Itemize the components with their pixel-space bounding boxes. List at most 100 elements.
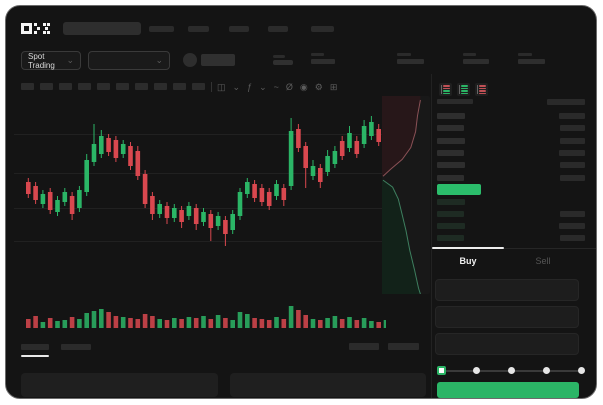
book-bids-icon[interactable]	[457, 83, 470, 96]
timeframe-button-10[interactable]	[192, 83, 205, 90]
chevron-down-icon[interactable]: ⌄	[259, 81, 267, 92]
chart-bottom-label-1	[349, 343, 379, 350]
bid-row[interactable]	[437, 199, 585, 205]
timeframe-button-9[interactable]	[173, 83, 186, 90]
candle-body	[325, 156, 330, 172]
ask-price	[437, 125, 464, 132]
camera-icon[interactable]: ◉	[299, 81, 308, 92]
volume-bar	[354, 320, 360, 328]
timeframe-button-4[interactable]	[78, 83, 91, 90]
volume-bar	[77, 319, 82, 328]
slider-stop-100pct[interactable]	[578, 367, 585, 374]
slider-stop-0pct[interactable]	[437, 366, 446, 375]
book-asks-icon[interactable]	[475, 83, 488, 96]
timeframe-button-1[interactable]	[21, 83, 34, 90]
candle-body	[201, 212, 206, 222]
volume-bar	[274, 317, 279, 328]
volume-bar	[347, 317, 352, 328]
candlestick-chart[interactable]	[14, 96, 386, 346]
bottom-panel-history[interactable]	[230, 373, 426, 397]
market-type-selector[interactable]: Spot Trading ⌄	[21, 51, 81, 70]
volume-bar	[332, 316, 338, 328]
pair-selector[interactable]: ⌄	[88, 51, 170, 70]
nav-item-2[interactable]	[188, 26, 209, 32]
timeframe-button-8[interactable]	[154, 83, 167, 90]
bid-price	[437, 223, 465, 229]
timeframe-button-7[interactable]	[135, 83, 148, 90]
nav-item-1[interactable]	[149, 26, 174, 32]
volume-bar	[150, 316, 155, 328]
timeframe-button-5[interactable]	[97, 83, 110, 90]
eraser-icon[interactable]: Ø	[285, 81, 293, 92]
buy-button[interactable]	[437, 382, 579, 398]
okx-logo[interactable]	[21, 22, 50, 35]
pair-coin-icon	[183, 53, 197, 67]
ask-row[interactable]	[437, 113, 585, 119]
chevron-down-icon[interactable]: ⌄	[232, 81, 241, 92]
nav-item-3[interactable]	[229, 26, 249, 32]
volume-bar	[135, 319, 141, 328]
volume-bar	[40, 322, 46, 328]
candle-body	[223, 220, 228, 234]
chart-bottom-tab-2[interactable]	[61, 344, 91, 350]
nav-item-4[interactable]	[268, 26, 288, 32]
candle-body	[208, 214, 214, 228]
search-input[interactable]	[63, 22, 141, 35]
candle-body	[91, 144, 97, 162]
tab-divider	[432, 248, 596, 249]
volume-bar	[245, 314, 250, 328]
depth-ask-area	[382, 96, 421, 177]
bid-row[interactable]	[437, 211, 585, 217]
ask-row[interactable]	[437, 137, 585, 144]
bid-row[interactable]	[437, 235, 585, 241]
last-price-badge[interactable]	[437, 184, 481, 195]
bid-row[interactable]	[437, 223, 585, 229]
candle-body	[369, 122, 374, 136]
indicators-fx-icon[interactable]: ƒ	[247, 81, 253, 92]
ask-amount	[560, 174, 585, 181]
candle-body	[288, 131, 294, 186]
slider-stop-50pct[interactable]	[508, 367, 515, 374]
line-tool-icon[interactable]: ~	[273, 81, 279, 92]
book-precision-selector[interactable]	[480, 80, 578, 96]
slider-stop-25pct[interactable]	[473, 367, 480, 374]
volume-bar	[47, 318, 53, 328]
candle-body	[26, 182, 31, 194]
candle-body	[47, 192, 53, 210]
volume-bar	[230, 320, 235, 328]
nav-item-5[interactable]	[311, 26, 334, 32]
tab-buy[interactable]: Buy	[432, 251, 504, 271]
slider-stop-75pct[interactable]	[543, 367, 550, 374]
volume-bar	[266, 320, 272, 328]
depth-chart[interactable]	[382, 96, 430, 294]
total-input[interactable]	[435, 333, 579, 355]
ask-row[interactable]	[437, 174, 585, 181]
volume-bar	[325, 318, 330, 328]
bid-price	[437, 199, 465, 205]
candle-body	[62, 192, 68, 202]
volume-bar	[62, 320, 68, 328]
ask-row[interactable]	[437, 125, 585, 132]
ask-row[interactable]	[437, 149, 585, 156]
fullscreen-icon[interactable]: ⊞	[329, 81, 338, 92]
chart-bottom-tab-1[interactable]	[21, 344, 49, 350]
candle-body	[318, 168, 323, 182]
gridline	[14, 241, 386, 242]
candle-body	[120, 144, 126, 154]
candle-body	[186, 206, 192, 216]
book-both-icon[interactable]	[439, 83, 452, 96]
price-value-placeholder	[273, 60, 293, 65]
timeframe-button-6[interactable]	[116, 83, 129, 90]
amount-input[interactable]	[435, 306, 579, 328]
timeframe-button-2[interactable]	[40, 83, 53, 90]
ask-row[interactable]	[437, 162, 585, 169]
price-input[interactable]	[435, 279, 579, 301]
timeframe-button-3[interactable]	[59, 83, 72, 90]
candle-type-icon[interactable]: ◫	[217, 81, 226, 92]
market-type-label: Spot Trading	[28, 51, 55, 70]
bottom-panel-orders[interactable]	[21, 373, 218, 397]
chart-bottom-tab-1-indicator	[21, 355, 49, 357]
settings-gear-icon[interactable]: ⚙	[314, 81, 323, 92]
tab-sell[interactable]: Sell	[507, 251, 579, 271]
candle-body	[347, 133, 352, 148]
